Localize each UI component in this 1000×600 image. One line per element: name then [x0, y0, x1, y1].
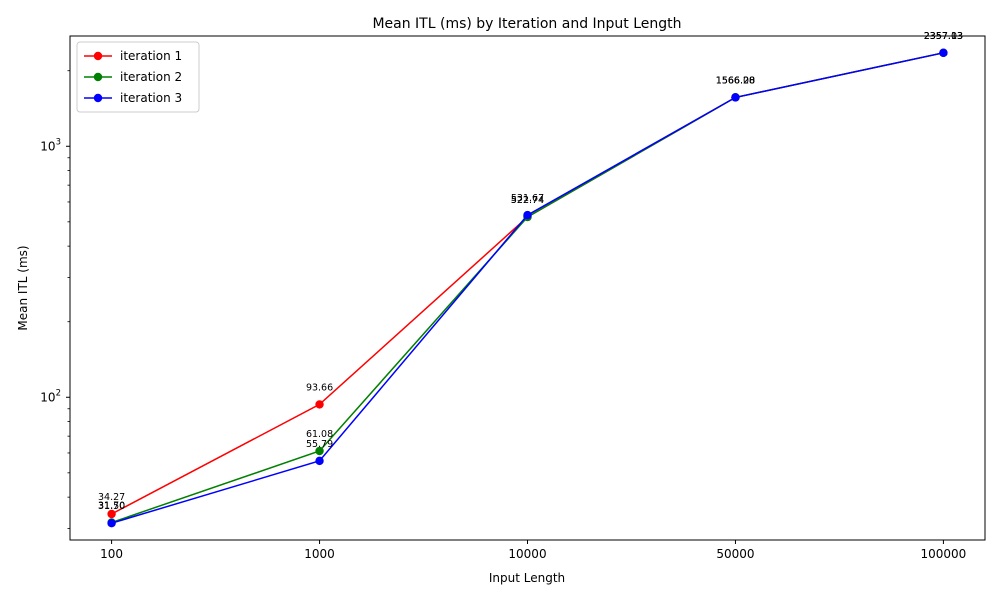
x-tick-label: 1000: [304, 547, 335, 561]
data-point-iteration-3: [107, 518, 116, 528]
data-label-iteration-2: 1566.28: [716, 75, 755, 86]
y-tick-label: 102: [40, 388, 61, 404]
series-line-iteration-3: [111, 52, 944, 524]
data-point-iteration-3: [523, 210, 532, 220]
legend-marker: [93, 72, 103, 82]
data-label-iteration-2: 522.74: [511, 195, 544, 206]
y-tick-label: 103: [40, 137, 61, 153]
y-axis-title: Mean ITL (ms): [16, 245, 30, 330]
data-point-iteration-3: [731, 93, 740, 102]
data-point-iteration-2: [315, 446, 324, 456]
series-line-iteration-1: [111, 52, 944, 515]
legend-frame: [76, 41, 200, 113]
plot-series: 34.2793.66522.741566.282357.1331.7061.08…: [98, 31, 963, 528]
legend: iteration 1 iteration 2 iteration 3: [76, 41, 200, 113]
data-point-iteration-3: [939, 48, 948, 58]
data-point-iteration-1: [315, 400, 324, 409]
x-tick-label: 10000: [508, 547, 546, 561]
data-label-iteration-3: 55.79: [306, 439, 333, 450]
data-label-iteration-1: 1566.28: [716, 75, 755, 86]
data-label-iteration-3: 1566.00: [716, 75, 755, 86]
data-label-iteration-2: 61.08: [306, 429, 333, 440]
data-point-iteration-1: [107, 509, 116, 519]
x-tick-label: 50000: [716, 547, 754, 561]
legend-label: iteration 3: [120, 91, 182, 105]
series-line-iteration-2: [111, 52, 944, 524]
data-label-iteration-3: 531.67: [511, 193, 544, 204]
x-tick-label: 100: [100, 547, 123, 561]
data-label-iteration-1: 522.74: [511, 195, 544, 206]
chart-title: Mean ITL (ms) by Iteration and Input Len…: [372, 16, 681, 32]
legend-marker: [93, 51, 103, 61]
legend-marker: [93, 93, 103, 103]
legend-label: iteration 2: [120, 70, 182, 84]
x-axis: 100 1000 10000 50000 100000: [100, 540, 966, 561]
y-axis: 102 103: [40, 70, 70, 529]
data-label-iteration-2: 31.70: [98, 501, 125, 512]
legend-label: iteration 1: [120, 49, 182, 63]
data-label-iteration-1: 34.27: [98, 492, 125, 503]
x-tick-label: 100000: [921, 547, 967, 561]
x-axis-title: Input Length: [489, 571, 565, 585]
data-label-iteration-1: 93.66: [306, 382, 333, 393]
data-point-iteration-3: [315, 456, 324, 466]
data-label-iteration-3: 31.50: [98, 501, 125, 512]
